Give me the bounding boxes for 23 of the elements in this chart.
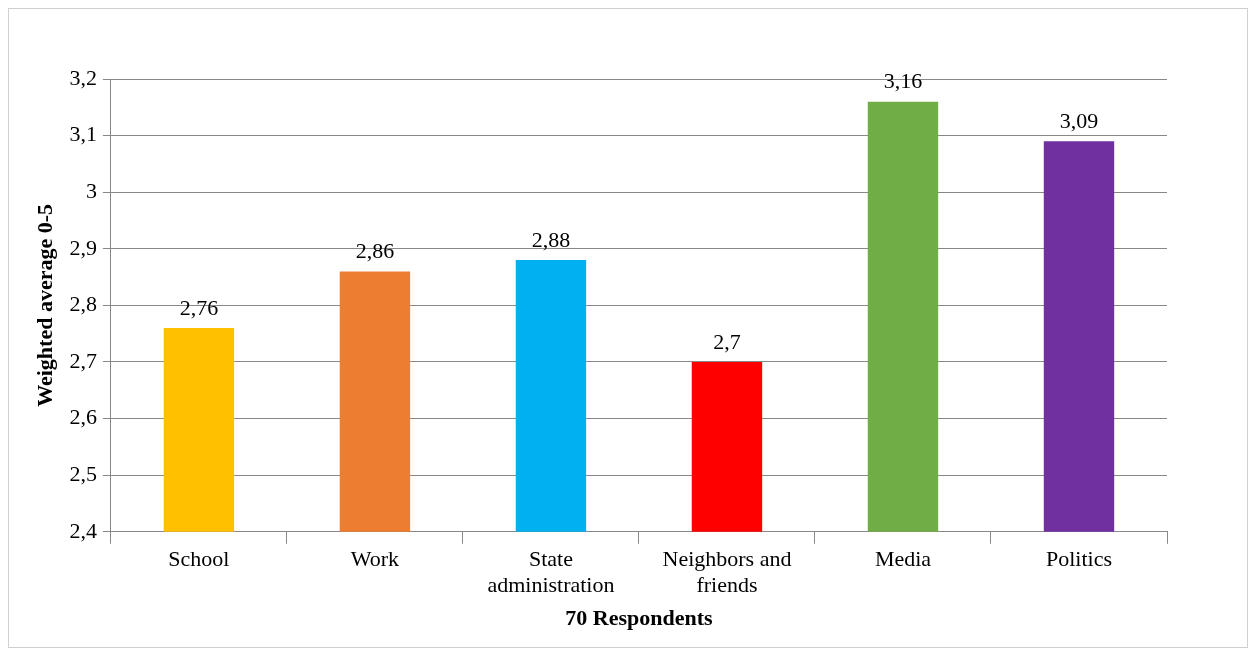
x-tick-label: Neighbors and friends bbox=[662, 545, 792, 598]
y-tick-label: 2,9 bbox=[69, 234, 97, 260]
y-tick-label: 2,4 bbox=[69, 517, 97, 543]
y-tick-label: 3,1 bbox=[69, 121, 97, 147]
data-label: 2,7 bbox=[713, 328, 741, 354]
y-tick-label: 2,5 bbox=[69, 460, 97, 486]
data-label: 2,86 bbox=[355, 238, 395, 264]
x-tick-label: School bbox=[168, 545, 230, 571]
y-tick-label: 2,6 bbox=[69, 404, 97, 430]
y-tick-label: 2,8 bbox=[69, 291, 97, 317]
x-tick-label: Work bbox=[350, 545, 400, 571]
y-tick-label: 3 bbox=[85, 177, 97, 203]
x-tick-label: Media bbox=[874, 545, 932, 571]
y-axis-title: Weighted average 0-5 bbox=[31, 203, 57, 407]
x-axis-title: 70 Respondents bbox=[565, 605, 714, 631]
data-label: 2,76 bbox=[179, 294, 219, 320]
data-label: 3,16 bbox=[883, 68, 923, 94]
x-tick-label: State administration bbox=[487, 545, 615, 598]
x-tick-label: Politics bbox=[1045, 545, 1112, 571]
data-label: 3,09 bbox=[1059, 108, 1099, 134]
y-tick-label: 3,2 bbox=[69, 64, 97, 90]
data-label: 2,88 bbox=[531, 226, 571, 252]
y-tick-label: 2,7 bbox=[69, 347, 97, 373]
